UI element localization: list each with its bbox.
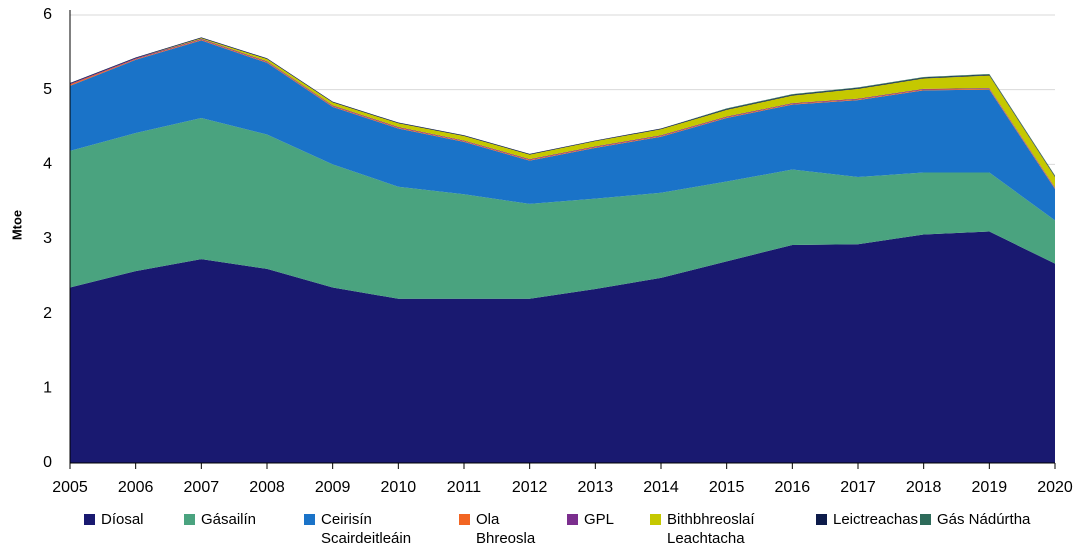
y-tick-label: 4	[43, 156, 52, 173]
legend-label: Bithbhreoslaí Leachtacha	[667, 511, 755, 547]
legend-swatch	[304, 514, 315, 525]
legend-item: Ceirisín Scairdeitleáin	[304, 510, 454, 548]
legend-item: Leictreachas	[816, 510, 920, 529]
legend-label: Gásailín	[201, 511, 257, 528]
y-tick-label: 6	[43, 6, 52, 23]
y-axis-label: Mtoe	[9, 210, 24, 240]
legend-swatch	[816, 514, 827, 525]
x-tick-label: 2005	[52, 479, 88, 496]
legend-item: Gás Nádúrtha	[920, 510, 1040, 529]
x-tick-label: 2015	[709, 479, 745, 496]
x-tick-label: 2016	[775, 479, 811, 496]
legend-label: Díosal	[101, 511, 144, 528]
legend-swatch	[459, 514, 470, 525]
legend-swatch	[567, 514, 578, 525]
chart: Mtoe 0 1 2 3 4 5 6 2005 2006 2007 2008 2009 2010 2011…	[9, 6, 1073, 496]
legend-label: Gás Nádúrtha	[937, 511, 1031, 528]
x-tick-label: 2009	[315, 479, 351, 496]
y-tick-label: 5	[43, 81, 52, 98]
legend-item: Díosal	[84, 510, 179, 529]
x-tick-label: 2010	[381, 479, 417, 496]
x-tick-label: 2007	[184, 479, 220, 496]
x-tick-label: 2017	[840, 479, 876, 496]
legend-label: Ceirisín Scairdeitleáin	[321, 511, 412, 547]
legend-swatch	[920, 514, 931, 525]
y-tick-label: 3	[43, 230, 52, 247]
x-tick-label: 2013	[578, 479, 614, 496]
x-tick-label: 2012	[512, 479, 548, 496]
legend-swatch	[84, 514, 95, 525]
legend-item: Gásailín	[184, 510, 299, 529]
legend-swatch	[650, 514, 661, 525]
y-tick-label: 0	[43, 454, 52, 471]
x-tick-label: 2014	[643, 479, 679, 496]
y-tick-label: 1	[43, 380, 52, 397]
x-tick-label: 2011	[447, 479, 482, 496]
legend-label: Ola Bhreosla	[476, 511, 536, 547]
area	[70, 231, 1055, 463]
x-tick-label: 2018	[906, 479, 942, 496]
y-tick-label: 2	[43, 305, 52, 322]
x-tick-label: 2008	[249, 479, 285, 496]
legend-item: Ola Bhreosla	[459, 510, 559, 548]
legend-item: GPL	[567, 510, 647, 529]
area	[70, 40, 1055, 221]
legend: Díosal Gásailín Ceirisín Scairdeitleáin Ola…	[84, 510, 1084, 556]
area	[70, 118, 1055, 299]
x-tick-label: 2006	[118, 479, 154, 496]
legend-label: Leictreachas	[833, 511, 919, 528]
x-tick-label: 2020	[1037, 479, 1073, 496]
legend-swatch	[184, 514, 195, 525]
legend-label: GPL	[584, 511, 615, 528]
x-tick-label: 2019	[972, 479, 1008, 496]
legend-item: Bithbhreoslaí Leachtacha	[650, 510, 810, 548]
